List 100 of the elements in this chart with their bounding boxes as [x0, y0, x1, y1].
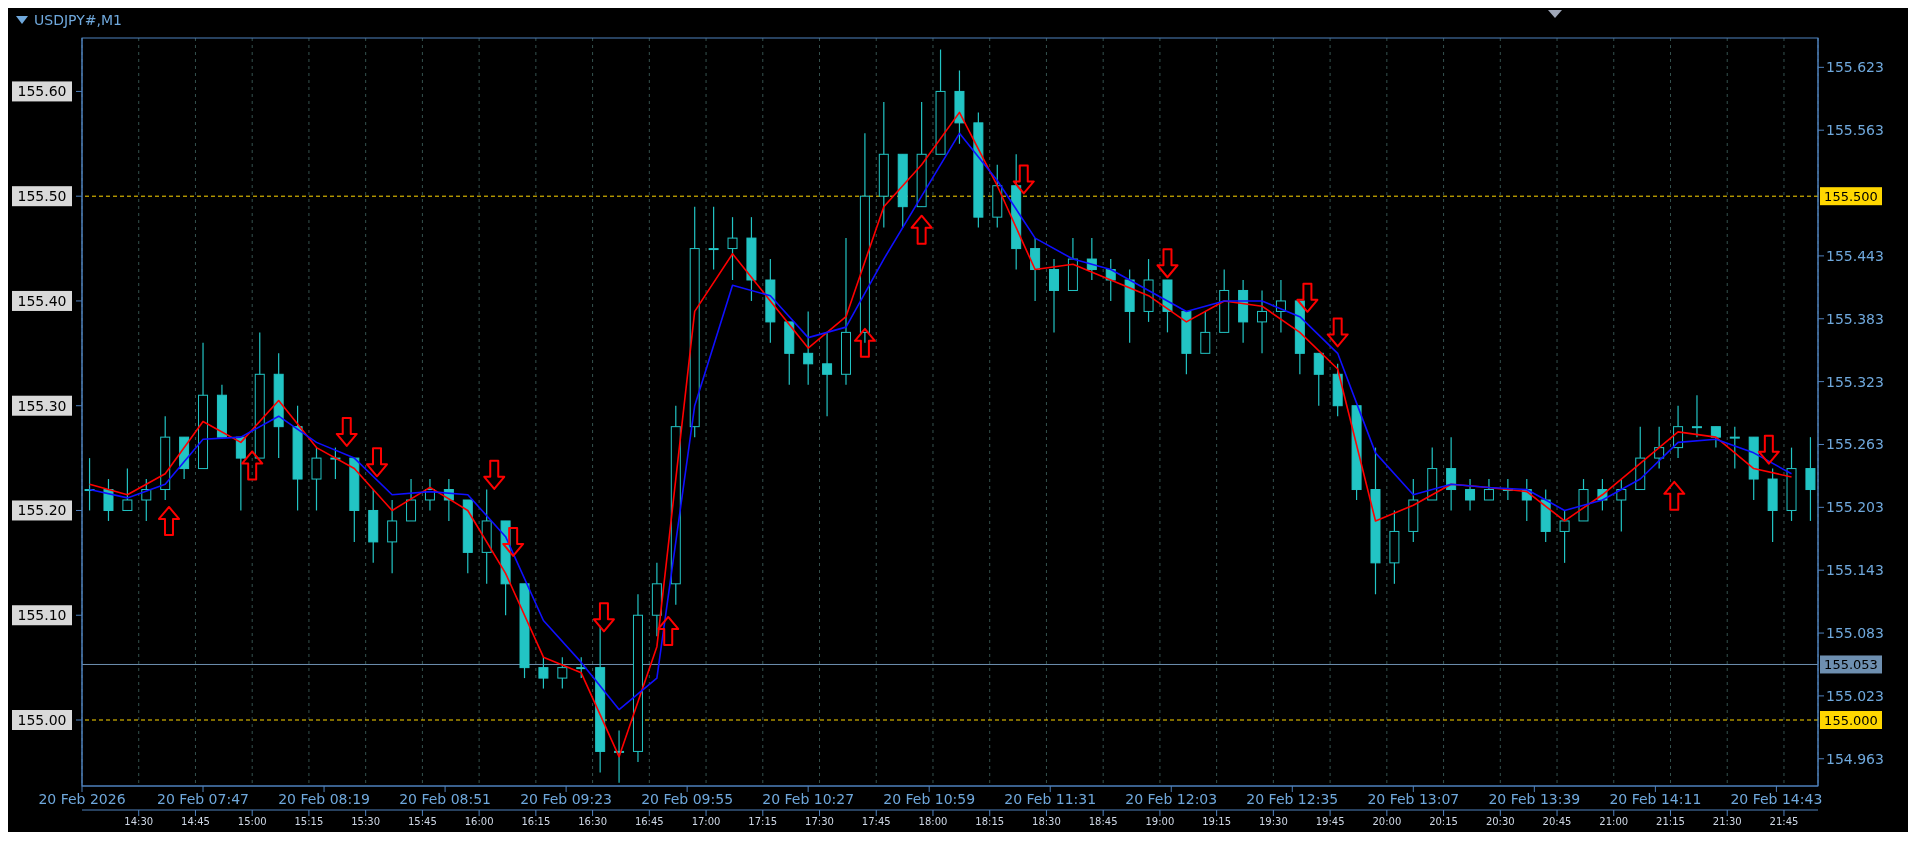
y-tick-label: 155.30: [17, 397, 67, 414]
point: [483, 459, 506, 490]
candlestick: [387, 499, 398, 574]
point: [657, 615, 680, 646]
candlestick: [1616, 478, 1627, 533]
candlestick: [1691, 394, 1702, 438]
x2-tick-label: 16:30: [578, 816, 607, 828]
y2-tick-label: 155.383: [1826, 310, 1884, 327]
candlestick: [1729, 426, 1740, 470]
point: [592, 602, 615, 633]
y2-tick-label: 155.143: [1826, 562, 1884, 579]
x2-tick-label: 21:00: [1599, 816, 1629, 828]
x-tick-label: 20 Feb 12:03: [1125, 790, 1218, 807]
candlestick: [103, 478, 114, 522]
x-tick-label: 20 Feb 08:19: [278, 790, 370, 807]
candlestick: [1313, 352, 1324, 407]
x2-tick-label: 17:15: [748, 816, 778, 828]
x2-tick-label: 20:45: [1542, 816, 1572, 828]
candlestick: [557, 656, 568, 690]
x-tick-label: 20 Feb 14:11: [1609, 790, 1702, 807]
point: [366, 447, 389, 478]
y2-tick-label: 155.263: [1826, 436, 1884, 453]
point: [157, 505, 180, 536]
x-tick-label: 20 Feb 10:59: [883, 790, 976, 807]
candlestick: [1465, 478, 1476, 512]
candlestick: [1710, 426, 1721, 449]
point: [1296, 282, 1319, 313]
x2-tick-label: 16:00: [464, 816, 494, 828]
point: [1326, 317, 1349, 348]
ref-line-label: 155.000: [1824, 713, 1878, 728]
candlestick: [330, 447, 341, 480]
x-tick-label: 20 Feb 14:43: [1730, 790, 1823, 807]
candlestick: [822, 331, 833, 417]
x-tick-label: 20 Feb 11:31: [1004, 790, 1097, 807]
x2-tick-label: 18:45: [1088, 816, 1118, 828]
candlestick: [311, 447, 322, 512]
y-tick-label: 155.40: [17, 292, 67, 309]
candlestick: [1483, 478, 1494, 501]
y2-tick-label: 155.023: [1826, 687, 1884, 704]
x2-tick-label: 16:15: [521, 816, 551, 828]
ref-line-label: 155.053: [1824, 657, 1878, 673]
x2-tick-label: 18:30: [1032, 816, 1061, 828]
y-tick-label: 155.50: [17, 188, 67, 205]
point: [241, 450, 264, 481]
candlestick: [538, 656, 549, 690]
x2-tick-label: 15:30: [351, 816, 381, 828]
x2-tick-label: 16:45: [634, 816, 664, 828]
x2-tick-label: 17:45: [861, 816, 891, 828]
x2-tick-label: 18:00: [918, 816, 948, 828]
x2-tick-label: 19:45: [1315, 816, 1345, 828]
x-tick-label: 20 Feb 10:27: [762, 790, 855, 807]
candlestick: [406, 478, 417, 522]
x2-tick-label: 20:30: [1485, 816, 1515, 828]
x2-tick-label: 17:30: [805, 816, 834, 828]
candlestick: [1049, 258, 1060, 333]
y2-tick-label: 155.443: [1826, 247, 1884, 264]
x-tick-label: 20 Feb 07:47: [157, 790, 249, 807]
point: [1012, 164, 1035, 195]
chart-title: USDJPY#,M1: [34, 12, 122, 28]
x2-tick-label: 19:30: [1258, 816, 1288, 828]
x2-tick-label: 14:45: [181, 816, 210, 828]
x2-tick-label: 19:00: [1145, 816, 1175, 828]
y2-tick-label: 155.323: [1826, 373, 1884, 390]
y-tick-label: 155.10: [17, 607, 67, 624]
candlestick: [1805, 436, 1816, 522]
y2-tick-label: 155.563: [1826, 122, 1884, 139]
candlestick: [803, 310, 814, 386]
y-tick-label: 155.20: [17, 502, 67, 519]
y-tick-label: 155.60: [17, 83, 67, 100]
x2-tick-label: 21:30: [1712, 816, 1742, 828]
x2-tick-label: 19:15: [1202, 816, 1232, 828]
x2-tick-label: 18:15: [975, 816, 1005, 828]
candlestick: [727, 216, 738, 281]
candlestick: [1200, 310, 1211, 354]
x-tick-label: 20 Feb 12:35: [1246, 790, 1339, 807]
x-tick-label: 20 Feb 08:51: [399, 790, 492, 807]
candlestick: [122, 467, 133, 512]
x2-tick-label: 20:15: [1429, 816, 1458, 828]
x2-tick-label: 21:45: [1769, 816, 1799, 828]
y2-tick-label: 155.203: [1826, 499, 1884, 516]
x-tick-label: 20 Feb 09:23: [520, 790, 613, 807]
candlestick: [1257, 289, 1268, 354]
y2-tick-label: 154.963: [1826, 750, 1884, 767]
point: [335, 416, 358, 447]
x-tick-label: 20 Feb 13:39: [1488, 790, 1581, 807]
x2-tick-label: 20:00: [1372, 816, 1402, 828]
point: [1757, 434, 1780, 465]
x2-tick-label: 15:15: [294, 816, 324, 828]
candlestick: [1446, 436, 1457, 512]
x2-tick-label: 17:00: [691, 816, 721, 828]
x-tick-label: 20 Feb 09:55: [641, 790, 734, 807]
x2-tick-label: 14:30: [124, 816, 154, 828]
x2-tick-label: 15:00: [237, 816, 267, 828]
point: [1156, 248, 1179, 279]
point: [1663, 480, 1686, 511]
x2-tick-label: 15:45: [407, 816, 437, 828]
y2-tick-label: 155.623: [1826, 59, 1884, 76]
x2-tick-label: 21:15: [1656, 816, 1685, 828]
x-tick-label: 20 Feb 13:07: [1367, 790, 1460, 807]
candlestick: [1559, 509, 1570, 564]
